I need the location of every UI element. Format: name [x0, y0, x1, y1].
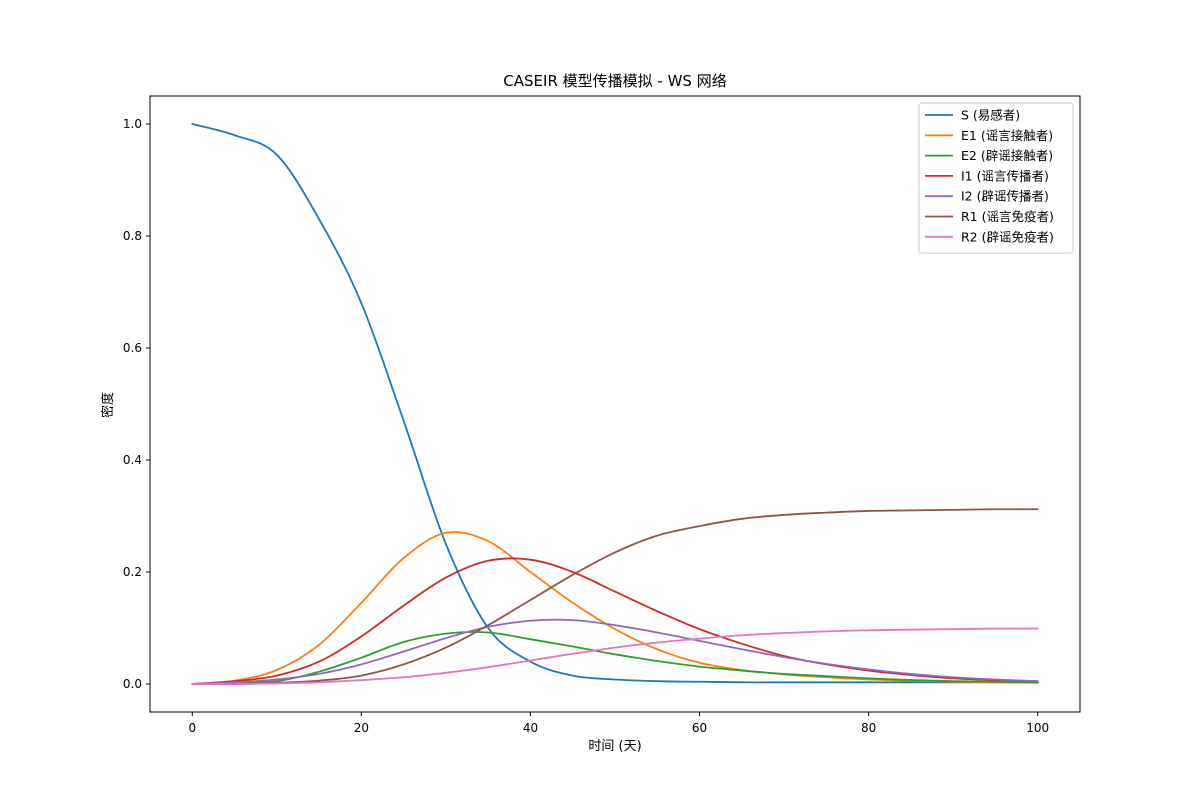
y-tick-label: 0.0: [123, 677, 142, 691]
x-tick-label: 80: [861, 721, 876, 735]
series-line-1: [191, 123, 1039, 684]
series-line-5: [191, 618, 1039, 685]
series-line-7: [191, 627, 1039, 685]
y-axis-ticks: 0.0 0.2 0.4 0.6 0.8 1.0: [123, 117, 150, 691]
x-tick-label: 100: [1026, 721, 1049, 735]
y-axis-label: 密度: [100, 392, 116, 418]
x-tick-label: 60: [692, 721, 707, 735]
x-axis-label: 时间 (天): [588, 739, 641, 754]
y-tick-label: 0.2: [123, 565, 142, 579]
y-tick-label: 1.0: [123, 117, 142, 131]
plot-frame: [149, 95, 1081, 713]
series-line-6: [191, 508, 1039, 685]
legend-box: [918, 102, 1074, 254]
legend-label: I1 (谣言传播者): [961, 168, 1049, 183]
y-tick-label: 0.6: [123, 341, 142, 355]
series-line-4: [191, 557, 1039, 685]
x-tick-label: 20: [354, 721, 369, 735]
legend-label: E2 (辟谣接触者): [961, 148, 1053, 163]
series-line-3: [191, 631, 1039, 685]
legend: S (易感者) E1 (谣言接触者) E2 (辟谣接触者) I1 (谣言传播者) I2 …: [918, 102, 1074, 254]
x-tick-label: 40: [523, 721, 538, 735]
plot-area: [149, 95, 1081, 713]
x-axis-ticks: 0 20 40 60 80 100: [188, 712, 1049, 735]
chart-title: CASEIR 模型传播模拟 - WS 网络: [503, 72, 726, 90]
legend-label: I2 (辟谣传播者): [961, 189, 1049, 204]
legend-label: R2 (辟谣免疫者): [961, 229, 1054, 244]
legend-label: S (易感者): [961, 108, 1020, 123]
x-tick-label: 0: [188, 721, 196, 735]
y-tick-label: 0.4: [123, 453, 142, 467]
y-tick-label: 0.8: [123, 229, 142, 243]
series-lines: [191, 123, 1039, 685]
legend-label: E1 (谣言接触者): [961, 128, 1053, 143]
legend-label: R1 (谣言免疫者): [961, 209, 1054, 224]
